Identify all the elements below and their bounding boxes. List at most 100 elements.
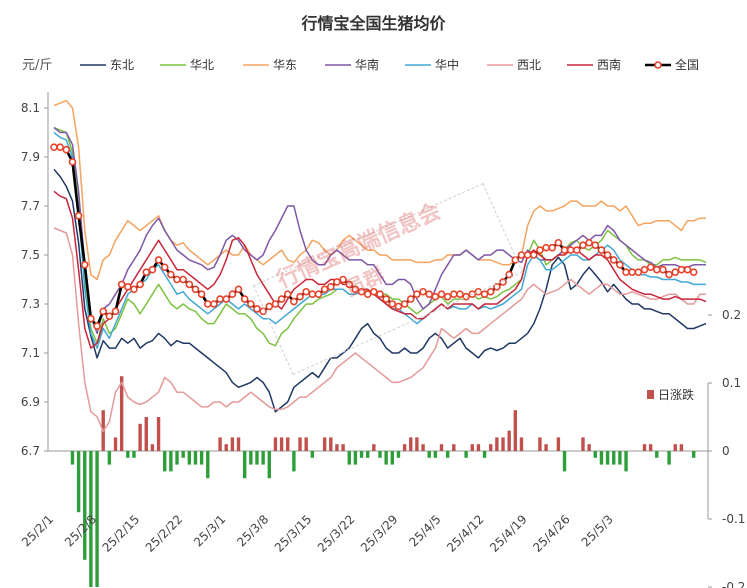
series-line-6 [53,227,706,433]
daily-change-bar [163,451,167,472]
bar-legend-swatch [647,390,654,399]
daily-change-bar [322,437,327,451]
national-marker [677,265,686,274]
national-marker [105,312,114,321]
national-marker [443,292,452,301]
national-marker [616,260,624,269]
legend-marker [654,61,662,69]
daily-change-bar [409,437,413,451]
national-marker [111,307,120,316]
national-marker [234,285,243,294]
left-axis-tick-label: 6.7 [21,444,40,458]
daily-change-bar [642,444,647,451]
daily-change-bar [390,451,394,465]
daily-change-bar [249,451,253,465]
daily-change-bar [218,437,222,451]
daily-change-bar [692,451,696,458]
national-marker [640,265,649,274]
daily-change-bar [464,451,468,458]
national-marker [154,256,163,264]
daily-change-bar [673,444,677,451]
daily-change-bar [445,451,450,458]
x-axis-tick-label: 25/4/12 [444,512,487,555]
national-marker [148,265,157,274]
national-marker [253,305,261,313]
national-marker [431,292,440,301]
daily-change-bar [495,437,499,451]
daily-change-bar [396,451,401,458]
daily-change-bar [667,451,671,465]
national-marker [591,241,600,249]
legend-label: 全国 [675,57,699,72]
daily-change-bar [286,437,290,451]
national-marker [277,295,286,303]
series-line-7 [53,190,707,349]
national-marker [400,300,409,308]
daily-change-bar [89,451,93,587]
daily-change-bar [169,451,173,472]
bar-legend-label: 日涨跌 [658,387,694,402]
daily-change-bar [261,451,265,465]
national-marker [339,275,347,284]
daily-change-bar [292,451,296,472]
daily-change-bar [556,437,561,451]
national-marker [320,285,329,294]
x-axis-tick-label: 25/5/3 [579,512,616,549]
legend-label: 华北 [190,58,214,72]
daily-change-bar [519,437,524,451]
national-marker [296,292,304,301]
national-marker [216,295,224,303]
left-axis-tick-label: 6.9 [21,395,40,409]
daily-change-bar [279,437,284,451]
daily-change-bar [402,444,407,451]
daily-change-bar [359,451,364,458]
daily-change-bar [119,376,124,451]
national-marker [511,256,520,264]
national-marker [271,300,280,308]
daily-change-bar [612,451,616,465]
national-marker [191,285,200,294]
national-marker [197,290,206,299]
national-marker [542,243,550,252]
daily-change-bar [107,451,112,465]
series-line-1 [53,168,707,413]
right-axis-tick-label: -0.2 [722,580,745,588]
national-marker [259,307,267,316]
daily-change-bar [206,451,210,479]
left-axis-tick-label: 7.7 [21,199,40,213]
daily-change-bar [415,437,419,451]
daily-change-bar [599,451,604,465]
daily-change-bar [175,451,179,465]
daily-change-bar [95,451,99,587]
national-marker [203,300,212,308]
national-marker [634,268,643,276]
daily-change-bar [138,423,142,451]
left-axis-tick-label: 8.1 [21,101,40,115]
national-marker [560,246,569,254]
daily-change-bar [132,451,136,458]
chart-title: 行情宝全国生猪均价 [301,14,446,33]
x-axis-tick-label: 25/4/19 [487,512,530,555]
daily-change-bar [605,451,610,465]
daily-change-bar [242,451,247,479]
daily-change-bar [427,451,431,458]
left-axis-tick-label: 7.1 [21,346,40,360]
daily-change-bar [433,451,438,458]
daily-change-bar [618,451,622,465]
national-marker [370,287,378,296]
daily-change-bar [150,444,155,451]
national-marker [646,263,655,272]
daily-change-bar [679,444,684,451]
national-marker [554,238,563,247]
national-marker [93,322,101,330]
daily-change-bar [476,444,481,451]
daily-change-bar [341,444,345,451]
daily-change-bar [199,451,204,465]
daily-change-bar [593,451,597,458]
national-marker [493,283,501,291]
daily-change-bar [372,444,376,451]
national-marker [523,251,532,259]
daily-change-bar [513,410,518,451]
national-marker [357,287,366,296]
